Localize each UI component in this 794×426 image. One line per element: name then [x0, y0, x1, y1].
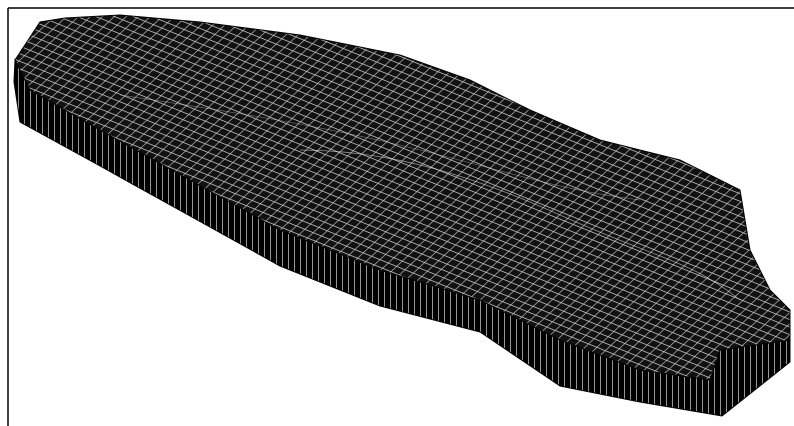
- page: [0, 0, 794, 426]
- mesh-view: [0, 0, 794, 426]
- mesh-surface: [15, 15, 790, 380]
